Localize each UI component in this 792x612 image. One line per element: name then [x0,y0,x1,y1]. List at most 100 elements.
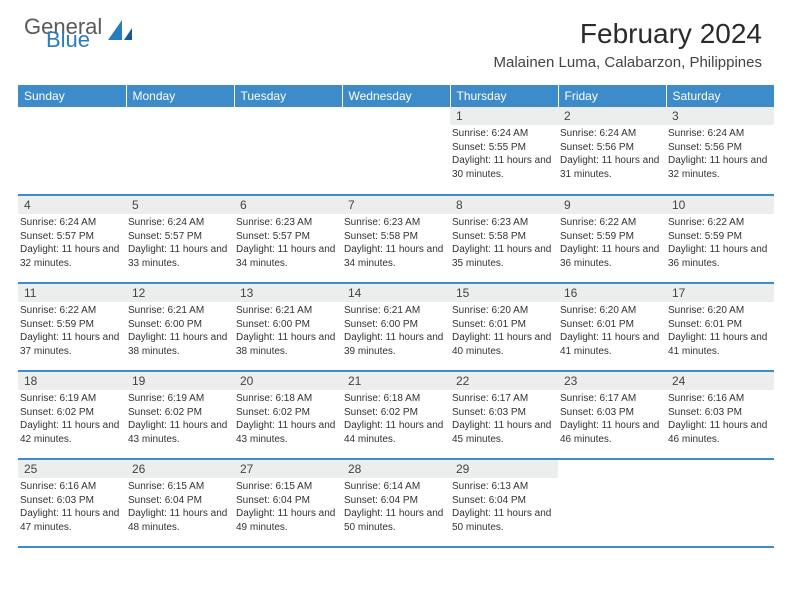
day-details: Sunrise: 6:14 AMSunset: 6:04 PMDaylight:… [342,478,450,536]
day-number: 8 [450,196,558,214]
calendar-day-cell: 14Sunrise: 6:21 AMSunset: 6:00 PMDayligh… [342,283,450,371]
calendar-empty-cell [666,459,774,547]
day-details: Sunrise: 6:19 AMSunset: 6:02 PMDaylight:… [18,390,126,448]
day-details: Sunrise: 6:20 AMSunset: 6:01 PMDaylight:… [450,302,558,360]
brand-text: General Blue [24,18,102,49]
calendar-body: 1Sunrise: 6:24 AMSunset: 5:55 PMDaylight… [18,107,774,547]
weekday-header: Thursday [450,85,558,107]
calendar-day-cell: 23Sunrise: 6:17 AMSunset: 6:03 PMDayligh… [558,371,666,459]
day-details: Sunrise: 6:19 AMSunset: 6:02 PMDaylight:… [126,390,234,448]
day-details: Sunrise: 6:15 AMSunset: 6:04 PMDaylight:… [234,478,342,536]
weekday-header: Wednesday [342,85,450,107]
day-details: Sunrise: 6:21 AMSunset: 6:00 PMDaylight:… [234,302,342,360]
day-number: 24 [666,372,774,390]
day-details: Sunrise: 6:24 AMSunset: 5:56 PMDaylight:… [666,125,774,183]
title-block: February 2024 Malainen Luma, Calabarzon,… [494,18,763,71]
calendar-day-cell: 18Sunrise: 6:19 AMSunset: 6:02 PMDayligh… [18,371,126,459]
day-details: Sunrise: 6:15 AMSunset: 6:04 PMDaylight:… [126,478,234,536]
weekday-header: Monday [126,85,234,107]
day-number: 4 [18,196,126,214]
brand-logo: General Blue [24,18,134,49]
day-details: Sunrise: 6:21 AMSunset: 6:00 PMDaylight:… [342,302,450,360]
day-details: Sunrise: 6:23 AMSunset: 5:57 PMDaylight:… [234,214,342,272]
calendar-day-cell: 28Sunrise: 6:14 AMSunset: 6:04 PMDayligh… [342,459,450,547]
day-number: 19 [126,372,234,390]
calendar-day-cell: 7Sunrise: 6:23 AMSunset: 5:58 PMDaylight… [342,195,450,283]
day-details: Sunrise: 6:22 AMSunset: 5:59 PMDaylight:… [666,214,774,272]
day-number: 10 [666,196,774,214]
calendar-day-cell: 13Sunrise: 6:21 AMSunset: 6:00 PMDayligh… [234,283,342,371]
day-number: 1 [450,107,558,125]
day-number: 9 [558,196,666,214]
day-number: 25 [18,460,126,478]
calendar-day-cell: 16Sunrise: 6:20 AMSunset: 6:01 PMDayligh… [558,283,666,371]
calendar-day-cell: 24Sunrise: 6:16 AMSunset: 6:03 PMDayligh… [666,371,774,459]
calendar-table: SundayMondayTuesdayWednesdayThursdayFrid… [18,85,774,548]
day-details: Sunrise: 6:24 AMSunset: 5:57 PMDaylight:… [126,214,234,272]
calendar-day-cell: 26Sunrise: 6:15 AMSunset: 6:04 PMDayligh… [126,459,234,547]
day-details: Sunrise: 6:16 AMSunset: 6:03 PMDaylight:… [18,478,126,536]
day-number: 16 [558,284,666,302]
day-number: 28 [342,460,450,478]
calendar-empty-cell [18,107,126,195]
day-details: Sunrise: 6:23 AMSunset: 5:58 PMDaylight:… [450,214,558,272]
day-details: Sunrise: 6:20 AMSunset: 6:01 PMDaylight:… [558,302,666,360]
calendar-empty-cell [558,459,666,547]
day-details: Sunrise: 6:18 AMSunset: 6:02 PMDaylight:… [342,390,450,448]
calendar-day-cell: 15Sunrise: 6:20 AMSunset: 6:01 PMDayligh… [450,283,558,371]
day-number: 23 [558,372,666,390]
day-number: 11 [18,284,126,302]
calendar-day-cell: 19Sunrise: 6:19 AMSunset: 6:02 PMDayligh… [126,371,234,459]
calendar-week-row: 1Sunrise: 6:24 AMSunset: 5:55 PMDaylight… [18,107,774,195]
day-number: 14 [342,284,450,302]
calendar-empty-cell [234,107,342,195]
brand-line2: Blue [46,31,102,50]
day-number: 27 [234,460,342,478]
weekday-header: Sunday [18,85,126,107]
day-details: Sunrise: 6:16 AMSunset: 6:03 PMDaylight:… [666,390,774,448]
calendar-day-cell: 9Sunrise: 6:22 AMSunset: 5:59 PMDaylight… [558,195,666,283]
calendar-day-cell: 5Sunrise: 6:24 AMSunset: 5:57 PMDaylight… [126,195,234,283]
calendar-day-cell: 12Sunrise: 6:21 AMSunset: 6:00 PMDayligh… [126,283,234,371]
calendar-day-cell: 22Sunrise: 6:17 AMSunset: 6:03 PMDayligh… [450,371,558,459]
day-number: 6 [234,196,342,214]
brand-sail-icon [108,20,134,49]
day-details: Sunrise: 6:17 AMSunset: 6:03 PMDaylight:… [450,390,558,448]
calendar-day-cell: 27Sunrise: 6:15 AMSunset: 6:04 PMDayligh… [234,459,342,547]
calendar-day-cell: 11Sunrise: 6:22 AMSunset: 5:59 PMDayligh… [18,283,126,371]
day-details: Sunrise: 6:21 AMSunset: 6:00 PMDaylight:… [126,302,234,360]
day-number: 12 [126,284,234,302]
day-number: 20 [234,372,342,390]
calendar-day-cell: 2Sunrise: 6:24 AMSunset: 5:56 PMDaylight… [558,107,666,195]
day-details: Sunrise: 6:24 AMSunset: 5:57 PMDaylight:… [18,214,126,272]
day-number: 7 [342,196,450,214]
day-details: Sunrise: 6:24 AMSunset: 5:55 PMDaylight:… [450,125,558,183]
day-number: 5 [126,196,234,214]
day-details: Sunrise: 6:22 AMSunset: 5:59 PMDaylight:… [558,214,666,272]
calendar-week-row: 18Sunrise: 6:19 AMSunset: 6:02 PMDayligh… [18,371,774,459]
calendar-week-row: 25Sunrise: 6:16 AMSunset: 6:03 PMDayligh… [18,459,774,547]
day-number: 3 [666,107,774,125]
day-number: 18 [18,372,126,390]
day-details: Sunrise: 6:22 AMSunset: 5:59 PMDaylight:… [18,302,126,360]
calendar-day-cell: 1Sunrise: 6:24 AMSunset: 5:55 PMDaylight… [450,107,558,195]
calendar-week-row: 11Sunrise: 6:22 AMSunset: 5:59 PMDayligh… [18,283,774,371]
calendar-day-cell: 6Sunrise: 6:23 AMSunset: 5:57 PMDaylight… [234,195,342,283]
day-details: Sunrise: 6:17 AMSunset: 6:03 PMDaylight:… [558,390,666,448]
calendar-day-cell: 8Sunrise: 6:23 AMSunset: 5:58 PMDaylight… [450,195,558,283]
calendar-day-cell: 21Sunrise: 6:18 AMSunset: 6:02 PMDayligh… [342,371,450,459]
header: General Blue February 2024 Malainen Luma… [0,0,792,79]
calendar-empty-cell [342,107,450,195]
day-number: 17 [666,284,774,302]
calendar-day-cell: 25Sunrise: 6:16 AMSunset: 6:03 PMDayligh… [18,459,126,547]
calendar-day-cell: 10Sunrise: 6:22 AMSunset: 5:59 PMDayligh… [666,195,774,283]
calendar-head: SundayMondayTuesdayWednesdayThursdayFrid… [18,85,774,107]
day-details: Sunrise: 6:13 AMSunset: 6:04 PMDaylight:… [450,478,558,536]
day-number: 13 [234,284,342,302]
calendar-week-row: 4Sunrise: 6:24 AMSunset: 5:57 PMDaylight… [18,195,774,283]
day-number: 22 [450,372,558,390]
calendar-day-cell: 29Sunrise: 6:13 AMSunset: 6:04 PMDayligh… [450,459,558,547]
day-number: 21 [342,372,450,390]
day-details: Sunrise: 6:23 AMSunset: 5:58 PMDaylight:… [342,214,450,272]
day-number: 29 [450,460,558,478]
